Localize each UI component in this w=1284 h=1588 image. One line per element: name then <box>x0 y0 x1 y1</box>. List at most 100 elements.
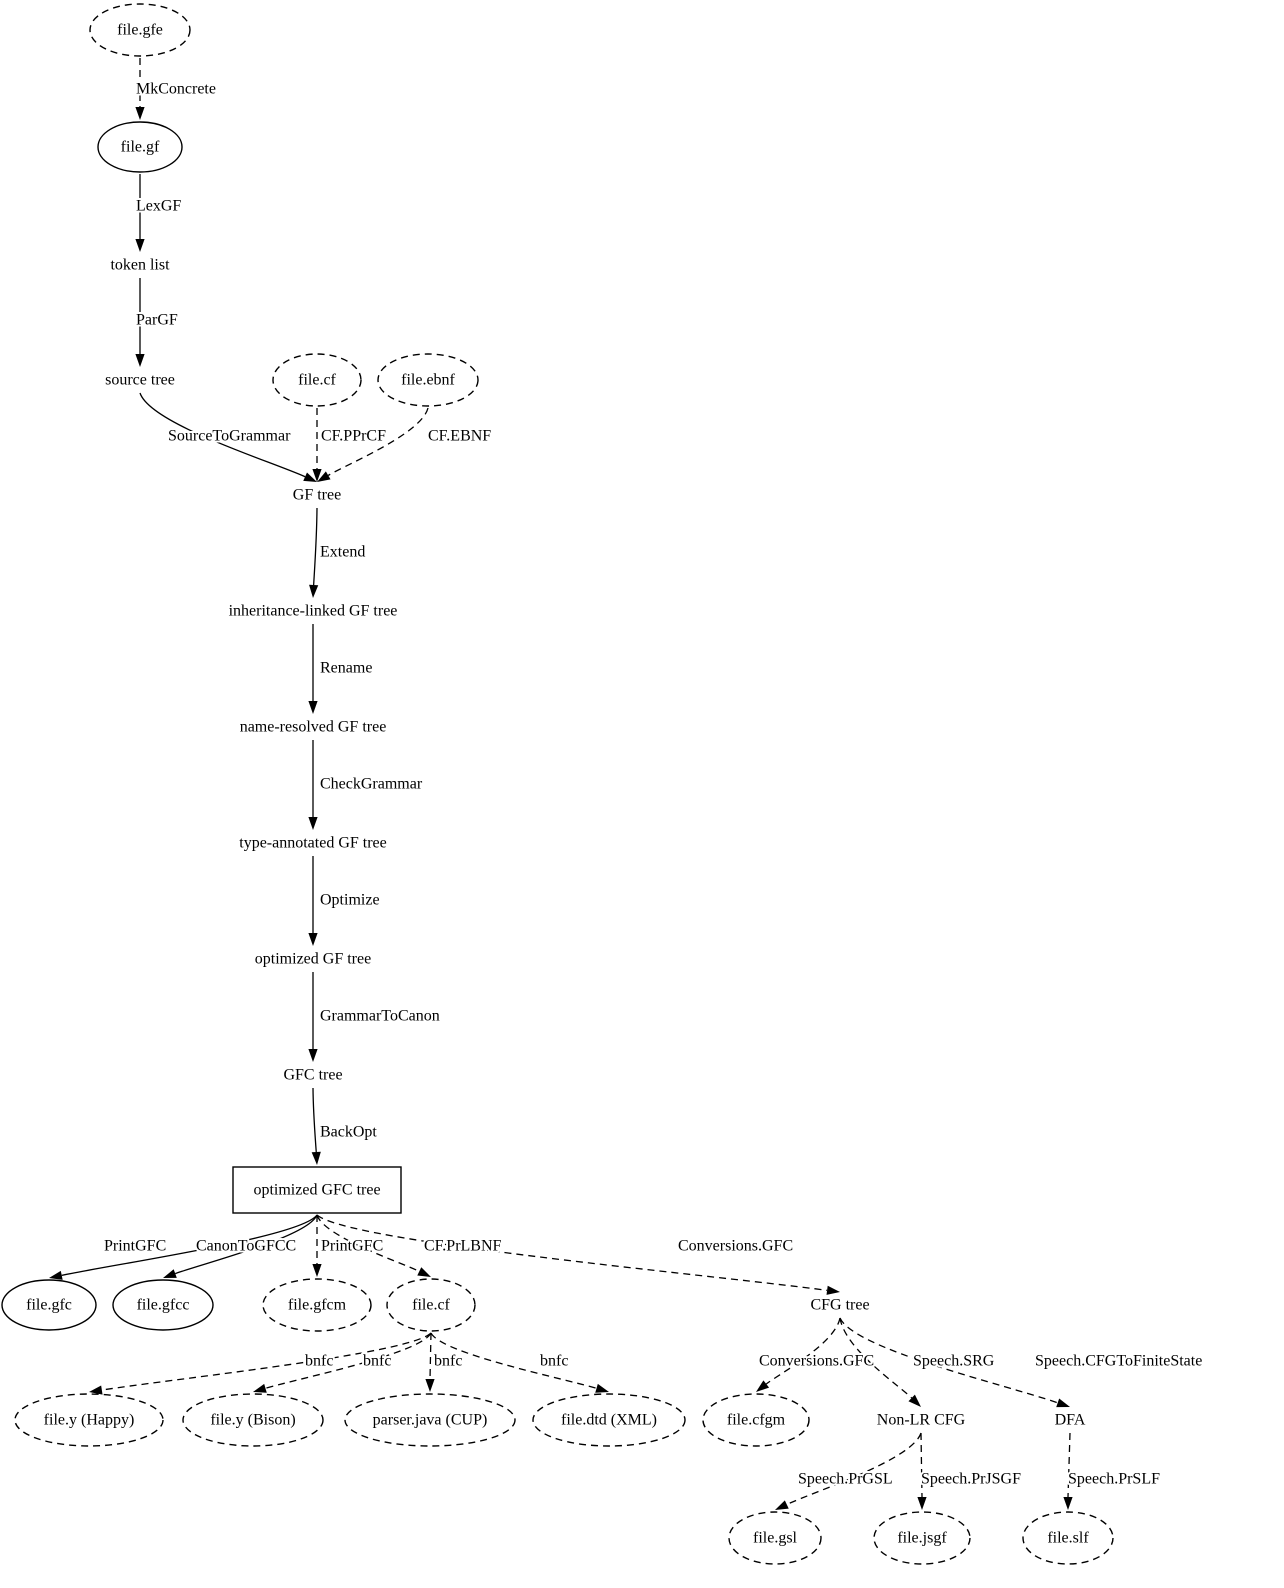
edge-label-halo: Optimize <box>320 892 380 909</box>
edge-inh_gf_tree-to-name_gf_tree <box>308 624 318 714</box>
node-file_jsgf[interactable]: file.jsgf <box>873 1511 971 1565</box>
node-file_y_bison[interactable]: file.y (Bison) <box>182 1393 324 1447</box>
node-outline-ellipse <box>89 3 191 57</box>
edge-arrowhead <box>135 239 145 252</box>
edge-file_cf_mid-to-file_y_happy <box>89 1332 432 1395</box>
edge-cfg_tree-to-non_lr_cfg <box>839 1317 921 1407</box>
edge-label-halo: Extend <box>320 544 365 561</box>
edge-label-halo: CanonToGFCC <box>196 1238 296 1255</box>
node-label: token list <box>110 257 170 274</box>
node-outline-ellipse <box>728 1511 822 1565</box>
edge-token_list-to-source_tree <box>135 278 145 367</box>
node-label: file.jsgf <box>897 1530 947 1547</box>
edge-label-halo: PrintGFC <box>321 1238 383 1255</box>
edge-label: bnfc <box>434 1353 462 1370</box>
node-label: GFC tree <box>283 1067 342 1084</box>
edge-label: ParGF <box>136 312 178 329</box>
node-outline-ellipse <box>262 1278 372 1332</box>
node-outline-ellipse <box>532 1393 686 1447</box>
node-inh_gf_tree[interactable]: inheritance-linked GF tree <box>229 603 398 620</box>
node-file_slf[interactable]: file.slf <box>1022 1511 1114 1565</box>
edge-gfc_tree-to-opt_gfc_tree <box>311 1087 321 1165</box>
node-label: inheritance-linked GF tree <box>229 603 398 620</box>
node-file_cf_mid[interactable]: file.cf <box>386 1278 476 1332</box>
node-gf_tree[interactable]: GF tree <box>293 487 341 504</box>
node-file_dtd_xml[interactable]: file.dtd (XML) <box>532 1393 686 1447</box>
node-outline-ellipse <box>97 121 183 173</box>
node-file_cf_top[interactable]: file.cf <box>272 353 362 407</box>
edge-label: bnfc <box>363 1353 391 1370</box>
edge-label-halo: PrintGFC <box>104 1238 166 1255</box>
edge-arrowhead <box>917 1497 927 1510</box>
edge-arrowhead <box>425 1379 435 1392</box>
node-label: GF tree <box>293 487 341 504</box>
edge-label: Speech.SRG <box>913 1353 995 1370</box>
edge-dfa-to-file_slf <box>1063 1432 1073 1510</box>
node-label: CFG tree <box>810 1297 869 1314</box>
node-outline-ellipse <box>112 1279 214 1331</box>
node-file_gfcc[interactable]: file.gfcc <box>112 1279 214 1331</box>
edge-arrowhead <box>595 1383 609 1393</box>
edge-label-halo: bnfc <box>363 1353 391 1370</box>
edge-arrowhead <box>309 584 319 598</box>
node-name_gf_tree[interactable]: name-resolved GF tree <box>240 719 387 736</box>
edge-gf_tree-to-inh_gf_tree <box>309 507 319 598</box>
node-type_gf_tree[interactable]: type-annotated GF tree <box>239 835 387 852</box>
edge-opt_gfc_tree-to-file_gfc <box>49 1214 318 1280</box>
edge-arrowhead <box>308 1049 318 1062</box>
node-label: file.slf <box>1047 1530 1089 1547</box>
edge-arrowhead <box>135 354 145 367</box>
edge-label-halo: LexGF <box>136 198 181 215</box>
edge-label: CheckGrammar <box>320 776 423 793</box>
edge-file_cf_mid-to-file_y_bison <box>253 1332 432 1393</box>
node-outline-ellipse <box>1022 1511 1114 1565</box>
edge-file_ebnf-to-gf_tree <box>317 407 429 482</box>
edge-arrowhead <box>1056 1398 1070 1408</box>
edge-arrowhead <box>417 1267 431 1277</box>
node-non_lr_cfg[interactable]: Non-LR CFG <box>877 1412 966 1429</box>
node-file_gfc[interactable]: file.gfc <box>1 1279 97 1331</box>
edge-type_gf_tree-to-opt_gf_tree <box>308 856 318 946</box>
node-file_y_happy[interactable]: file.y (Happy) <box>14 1393 164 1447</box>
edge-arrowhead <box>908 1394 921 1407</box>
node-source_tree[interactable]: source tree <box>105 372 175 389</box>
node-label: file.cf <box>298 372 336 389</box>
edge-label: Speech.PrGSL <box>798 1471 893 1488</box>
node-dfa[interactable]: DFA <box>1055 1412 1086 1429</box>
node-token_list[interactable]: token list <box>110 257 170 274</box>
node-file_gf[interactable]: file.gf <box>97 121 183 173</box>
node-label: DFA <box>1055 1412 1086 1429</box>
node-label: file.dtd (XML) <box>561 1412 657 1429</box>
node-label: parser.java (CUP) <box>373 1412 488 1429</box>
node-file_gfcm[interactable]: file.gfcm <box>262 1278 372 1332</box>
node-cfg_tree[interactable]: CFG tree <box>810 1297 869 1314</box>
edge-arrowhead <box>311 1151 321 1165</box>
node-label: file.gfe <box>117 22 163 39</box>
edge-label: bnfc <box>540 1353 568 1370</box>
node-gfc_tree[interactable]: GFC tree <box>283 1067 342 1084</box>
edge-label-halo: bnfc <box>305 1353 333 1370</box>
edge-label: GrammarToCanon <box>320 1008 440 1025</box>
node-outline-ellipse <box>702 1393 810 1447</box>
edge-label: CF.PPrCF <box>321 428 386 445</box>
node-outline-ellipse <box>14 1393 164 1447</box>
edge-label-layer: MkConcreteMkConcreteLexGFLexGFParGFParGF… <box>102 79 1204 1490</box>
edge-arrowhead <box>308 933 318 946</box>
node-label: optimized GF tree <box>255 951 371 968</box>
edge-arrowhead <box>163 1269 177 1278</box>
edge-name_gf_tree-to-type_gf_tree <box>308 740 318 830</box>
edge-non_lr_cfg-to-file_gsl <box>775 1432 922 1510</box>
node-file_gfe[interactable]: file.gfe <box>89 3 191 57</box>
node-label: source tree <box>105 372 175 389</box>
edge-arrowhead <box>253 1383 267 1393</box>
node-label: file.cf <box>412 1297 450 1314</box>
node-file_cfgm[interactable]: file.cfgm <box>702 1393 810 1447</box>
node-opt_gfc_tree[interactable]: optimized GFC tree <box>232 1166 402 1214</box>
node-file_ebnf[interactable]: file.ebnf <box>377 353 479 407</box>
node-file_gsl[interactable]: file.gsl <box>728 1511 822 1565</box>
edge-cfg_tree-to-file_cfgm <box>756 1317 841 1392</box>
node-opt_gf_tree[interactable]: optimized GF tree <box>255 951 371 968</box>
edge-arrowhead <box>317 471 331 482</box>
node-parser_java_cup[interactable]: parser.java (CUP) <box>344 1393 516 1447</box>
